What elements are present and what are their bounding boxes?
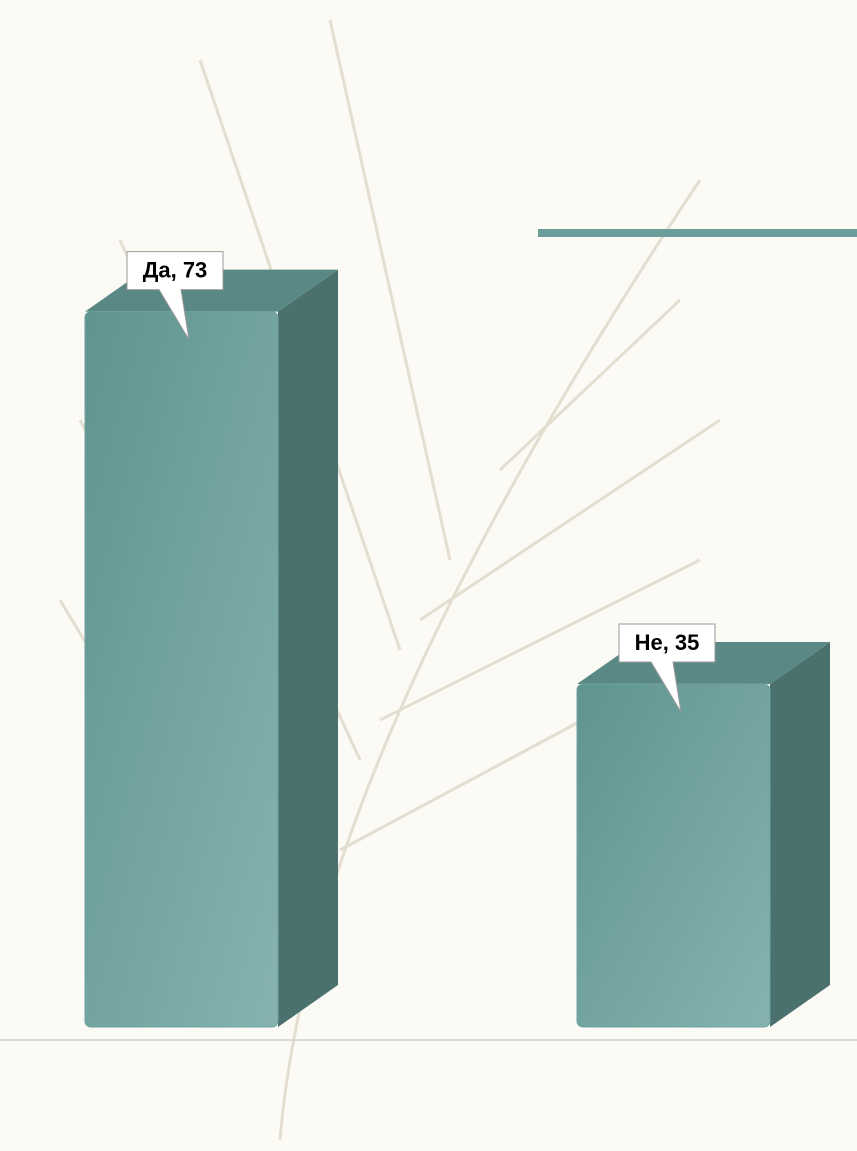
data-label: Не, 35 [635,630,700,655]
bar-side [278,270,338,1027]
bar-side [770,642,830,1027]
data-label: Да, 73 [143,257,208,282]
chart: Да, 73 Не, 35 [0,0,857,1151]
bar [577,684,770,1027]
bar [85,312,278,1027]
page: Да, 73Не, 35 (() => { const data = JSON.… [0,0,857,1151]
